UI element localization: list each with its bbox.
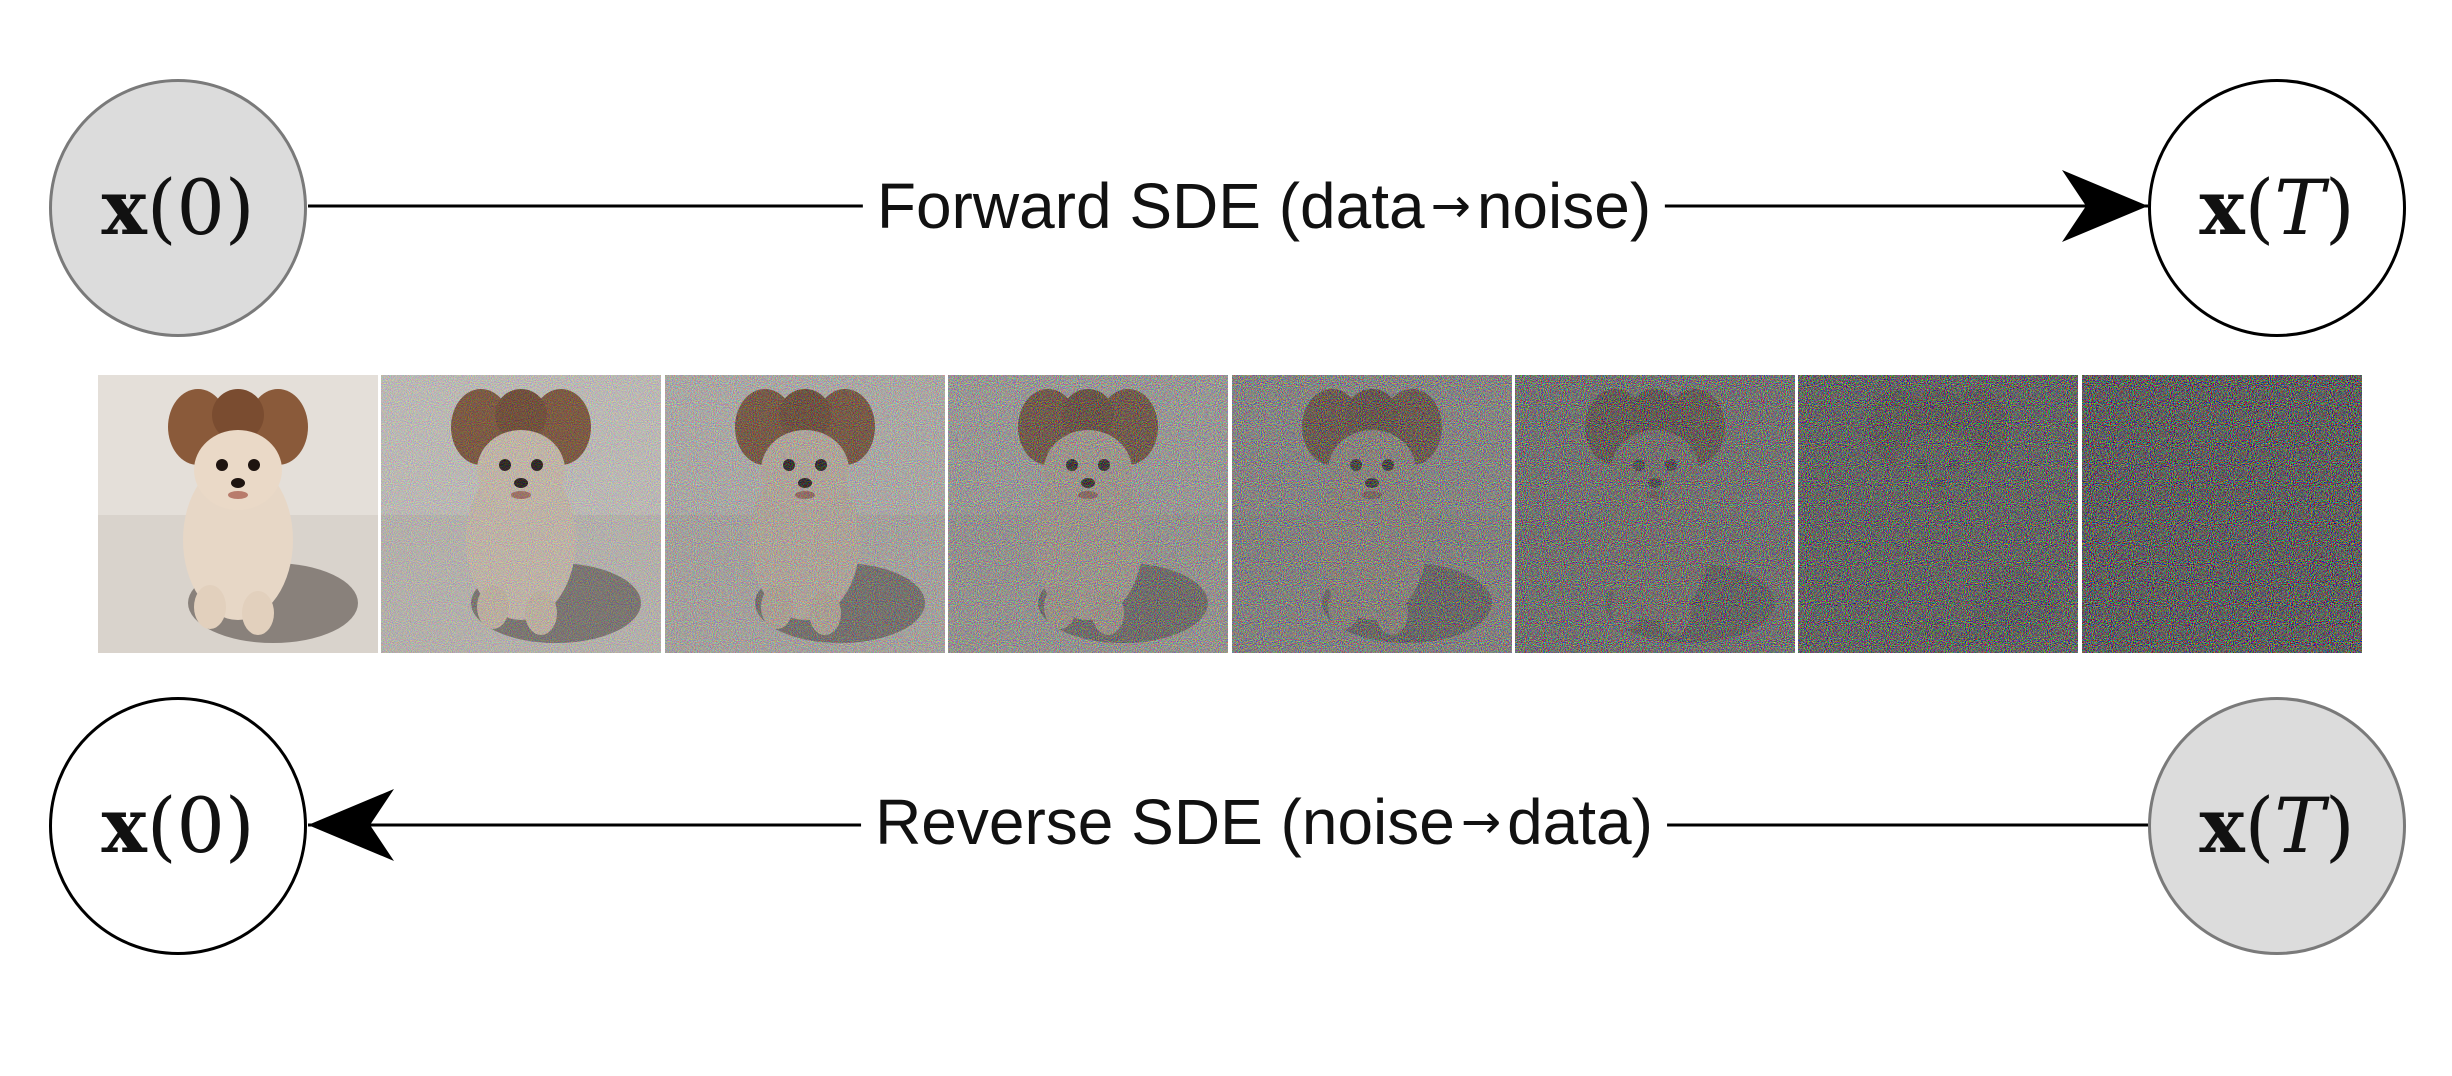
reverse-target-node: x(0) — [49, 697, 307, 955]
noise-tile — [2082, 375, 2362, 653]
reverse-label-end: data) — [1507, 786, 1653, 858]
noise-tile — [1232, 375, 1512, 653]
noise-tile — [381, 375, 661, 653]
node-var: x — [2199, 170, 2244, 246]
noise-tile — [98, 375, 378, 653]
node-var: x — [102, 788, 147, 864]
noisy-dog-image — [665, 375, 945, 653]
noisy-dog-image — [98, 375, 378, 653]
noisy-dog-image — [1798, 375, 2078, 653]
node-var: x — [102, 170, 147, 246]
noise-tile — [665, 375, 945, 653]
noisy-dog-image — [1515, 375, 1795, 653]
noisy-dog-image — [2082, 375, 2362, 653]
noise-tile — [1515, 375, 1795, 653]
noise-tile — [1798, 375, 2078, 653]
forward-edge-label: Forward SDE (data →noise) — [863, 174, 1665, 238]
noise-tile — [948, 375, 1228, 653]
node-arg: T — [2274, 170, 2325, 246]
noisy-dog-image — [948, 375, 1228, 653]
reverse-source-node: x(T) — [2148, 697, 2406, 955]
forward-label-end: noise) — [1477, 170, 1651, 242]
forward-source-node: x(0) — [49, 79, 307, 337]
forward-target-node: x(T) — [2148, 79, 2406, 337]
right-arrow-icon: → — [1461, 794, 1501, 850]
reverse-edge-label: Reverse SDE (noise →data) — [861, 790, 1667, 854]
node-arg: 0 — [176, 788, 224, 864]
forward-label-start: Forward SDE (data — [877, 170, 1425, 242]
noise-image-strip — [98, 375, 2362, 653]
node-var: x — [2199, 788, 2244, 864]
node-arg: T — [2274, 788, 2325, 864]
noisy-dog-image — [1232, 375, 1512, 653]
noisy-dog-image — [381, 375, 661, 653]
right-arrow-icon: → — [1431, 178, 1471, 234]
reverse-label-start: Reverse SDE (noise — [875, 786, 1455, 858]
node-arg: 0 — [176, 170, 224, 246]
